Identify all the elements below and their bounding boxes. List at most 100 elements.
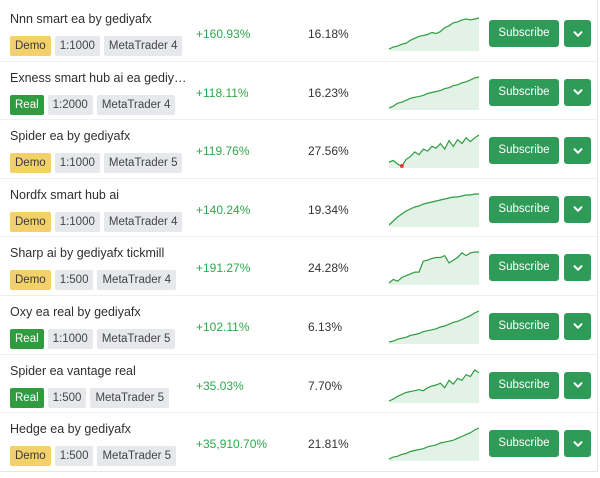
chevron-down-icon: [573, 382, 582, 388]
equity-sparkline: [389, 310, 479, 344]
strategy-list: Nnn smart ea by gediyafx Demo 1:1000 Met…: [0, 3, 597, 472]
leverage-badge: 1:1000: [47, 328, 93, 349]
equity-area: [389, 252, 479, 286]
equity-area: [389, 428, 479, 462]
subscribe-button[interactable]: Subscribe: [489, 195, 559, 223]
subscribe-options-button[interactable]: [564, 78, 591, 106]
chevron-down-icon: [573, 440, 582, 447]
strategy-row[interactable]: Spider ea vantage real Real 1:500 MetaTr…: [0, 355, 597, 414]
subscribe-button[interactable]: Subscribe: [489, 312, 559, 340]
strategy-row[interactable]: Hedge ea by gediyafx Demo 1:500 MetaTrad…: [0, 413, 597, 472]
account-type-badge: Demo: [10, 153, 51, 174]
panel-border-right: [597, 0, 598, 472]
platform-badge: MetaTrader 5: [103, 153, 183, 174]
equity-area: [389, 135, 479, 169]
chevron-down-icon: [573, 265, 582, 271]
drawdown-value: 6.13%: [308, 319, 343, 334]
gain-value: +35.03%: [196, 378, 244, 393]
account-type-badge: Real: [10, 328, 44, 349]
drawdown-value: 24.28%: [308, 261, 349, 276]
platform-badge: MetaTrader 5: [96, 328, 176, 349]
account-type-badge: Real: [10, 387, 44, 408]
gain-value: +140.24%: [196, 202, 251, 217]
platform-badge: MetaTrader 4: [103, 211, 183, 232]
account-type-badge: Demo: [10, 270, 51, 291]
subscribe-button[interactable]: Subscribe: [489, 20, 559, 47]
platform-badge: MetaTrader 5: [97, 446, 177, 467]
drawdown-marker: [399, 164, 404, 169]
strategy-row[interactable]: Spider ea by gediyafx Demo 1:1000 MetaTr…: [0, 120, 597, 179]
subscribe-options-button[interactable]: [564, 312, 591, 340]
equity-line: [389, 368, 479, 402]
platform-badge: MetaTrader 4: [97, 270, 177, 291]
equity-area: [389, 18, 479, 51]
chevron-down-icon: [573, 89, 582, 95]
equity-line: [389, 251, 479, 284]
equity-sparkline: [389, 134, 479, 169]
equity-sparkline: [389, 17, 479, 51]
equity-sparkline: [389, 76, 479, 110]
strategy-name[interactable]: Exness smart hub ai ea gediya…: [10, 70, 190, 85]
chevron-down-icon: [573, 30, 582, 37]
gain-value: +119.76%: [196, 144, 250, 159]
strategy-row[interactable]: Exness smart hub ai ea gediya… Real 1:20…: [0, 62, 597, 121]
equity-line: [389, 193, 479, 226]
drawdown-value: 16.18%: [308, 27, 349, 41]
strategy-tags: Real 1:1000 MetaTrader 5: [10, 328, 176, 349]
strategy-name[interactable]: Spider ea vantage real: [10, 363, 136, 378]
subscribe-options-button[interactable]: [564, 20, 591, 47]
equity-line: [389, 17, 479, 50]
strategy-tags: Real 1:2000 MetaTrader 4: [10, 94, 176, 115]
subscribe-options-button[interactable]: [564, 195, 591, 223]
strategy-name[interactable]: Sharp ai by gediyafx tickmill: [10, 246, 165, 261]
leverage-badge: 1:1000: [54, 153, 100, 174]
drawdown-value: 16.23%: [308, 85, 349, 100]
leverage-badge: 1:500: [54, 446, 94, 467]
strategy-name[interactable]: Oxy ea real by gediyafx: [10, 304, 141, 319]
subscribe-button[interactable]: Subscribe: [489, 371, 559, 399]
gain-value: +118.11%: [196, 85, 249, 100]
strategy-row[interactable]: Nordfx smart hub ai Demo 1:1000 MetaTrad…: [0, 179, 597, 238]
strategy-tags: Demo 1:500 MetaTrader 5: [10, 446, 177, 467]
subscribe-button[interactable]: Subscribe: [489, 254, 559, 282]
strategy-row[interactable]: Nnn smart ea by gediyafx Demo 1:1000 Met…: [0, 3, 597, 62]
strategy-name[interactable]: Spider ea by gediyafx: [10, 129, 131, 144]
equity-area: [389, 193, 479, 227]
subscribe-options-button[interactable]: [564, 371, 591, 399]
leverage-badge: 1:500: [54, 270, 94, 291]
account-type-badge: Demo: [10, 446, 51, 467]
equity-area: [389, 310, 479, 344]
equity-sparkline: [389, 251, 479, 286]
leverage-badge: 1:1000: [54, 211, 100, 232]
leverage-badge: 1:500: [47, 387, 87, 408]
subscribe-options-button[interactable]: [564, 137, 591, 165]
equity-line: [389, 427, 479, 460]
account-type-badge: Real: [10, 94, 44, 115]
subscribe-button[interactable]: Subscribe: [489, 137, 559, 165]
strategy-name[interactable]: Hedge ea by gediyafx: [10, 422, 131, 437]
equity-line: [389, 310, 479, 343]
platform-badge: MetaTrader 4: [103, 36, 183, 56]
equity-sparkline: [389, 368, 479, 403]
platform-badge: MetaTrader 5: [90, 387, 170, 408]
equity-sparkline: [389, 193, 479, 227]
strategy-row[interactable]: Sharp ai by gediyafx tickmill Demo 1:500…: [0, 237, 597, 296]
strategy-name[interactable]: Nordfx smart hub ai: [10, 187, 120, 202]
chevron-down-icon: [573, 147, 582, 154]
account-type-badge: Demo: [10, 36, 51, 56]
subscribe-button[interactable]: Subscribe: [489, 78, 559, 106]
panel-border-bottom: [0, 471, 598, 472]
equity-line: [389, 134, 479, 167]
strategy-row[interactable]: Oxy ea real by gediyafx Real 1:1000 Meta…: [0, 296, 597, 355]
subscribe-options-button[interactable]: [564, 254, 591, 282]
drawdown-value: 7.70%: [308, 378, 343, 393]
chevron-down-icon: [573, 206, 582, 213]
subscribe-button[interactable]: Subscribe: [489, 430, 559, 458]
equity-line: [389, 76, 479, 109]
strategy-name[interactable]: Nnn smart ea by gediyafx: [10, 12, 152, 26]
gain-value: +102.11%: [196, 319, 250, 334]
subscribe-options-button[interactable]: [564, 430, 591, 458]
equity-sparkline: [389, 427, 479, 462]
gain-value: +191.27%: [196, 261, 251, 276]
